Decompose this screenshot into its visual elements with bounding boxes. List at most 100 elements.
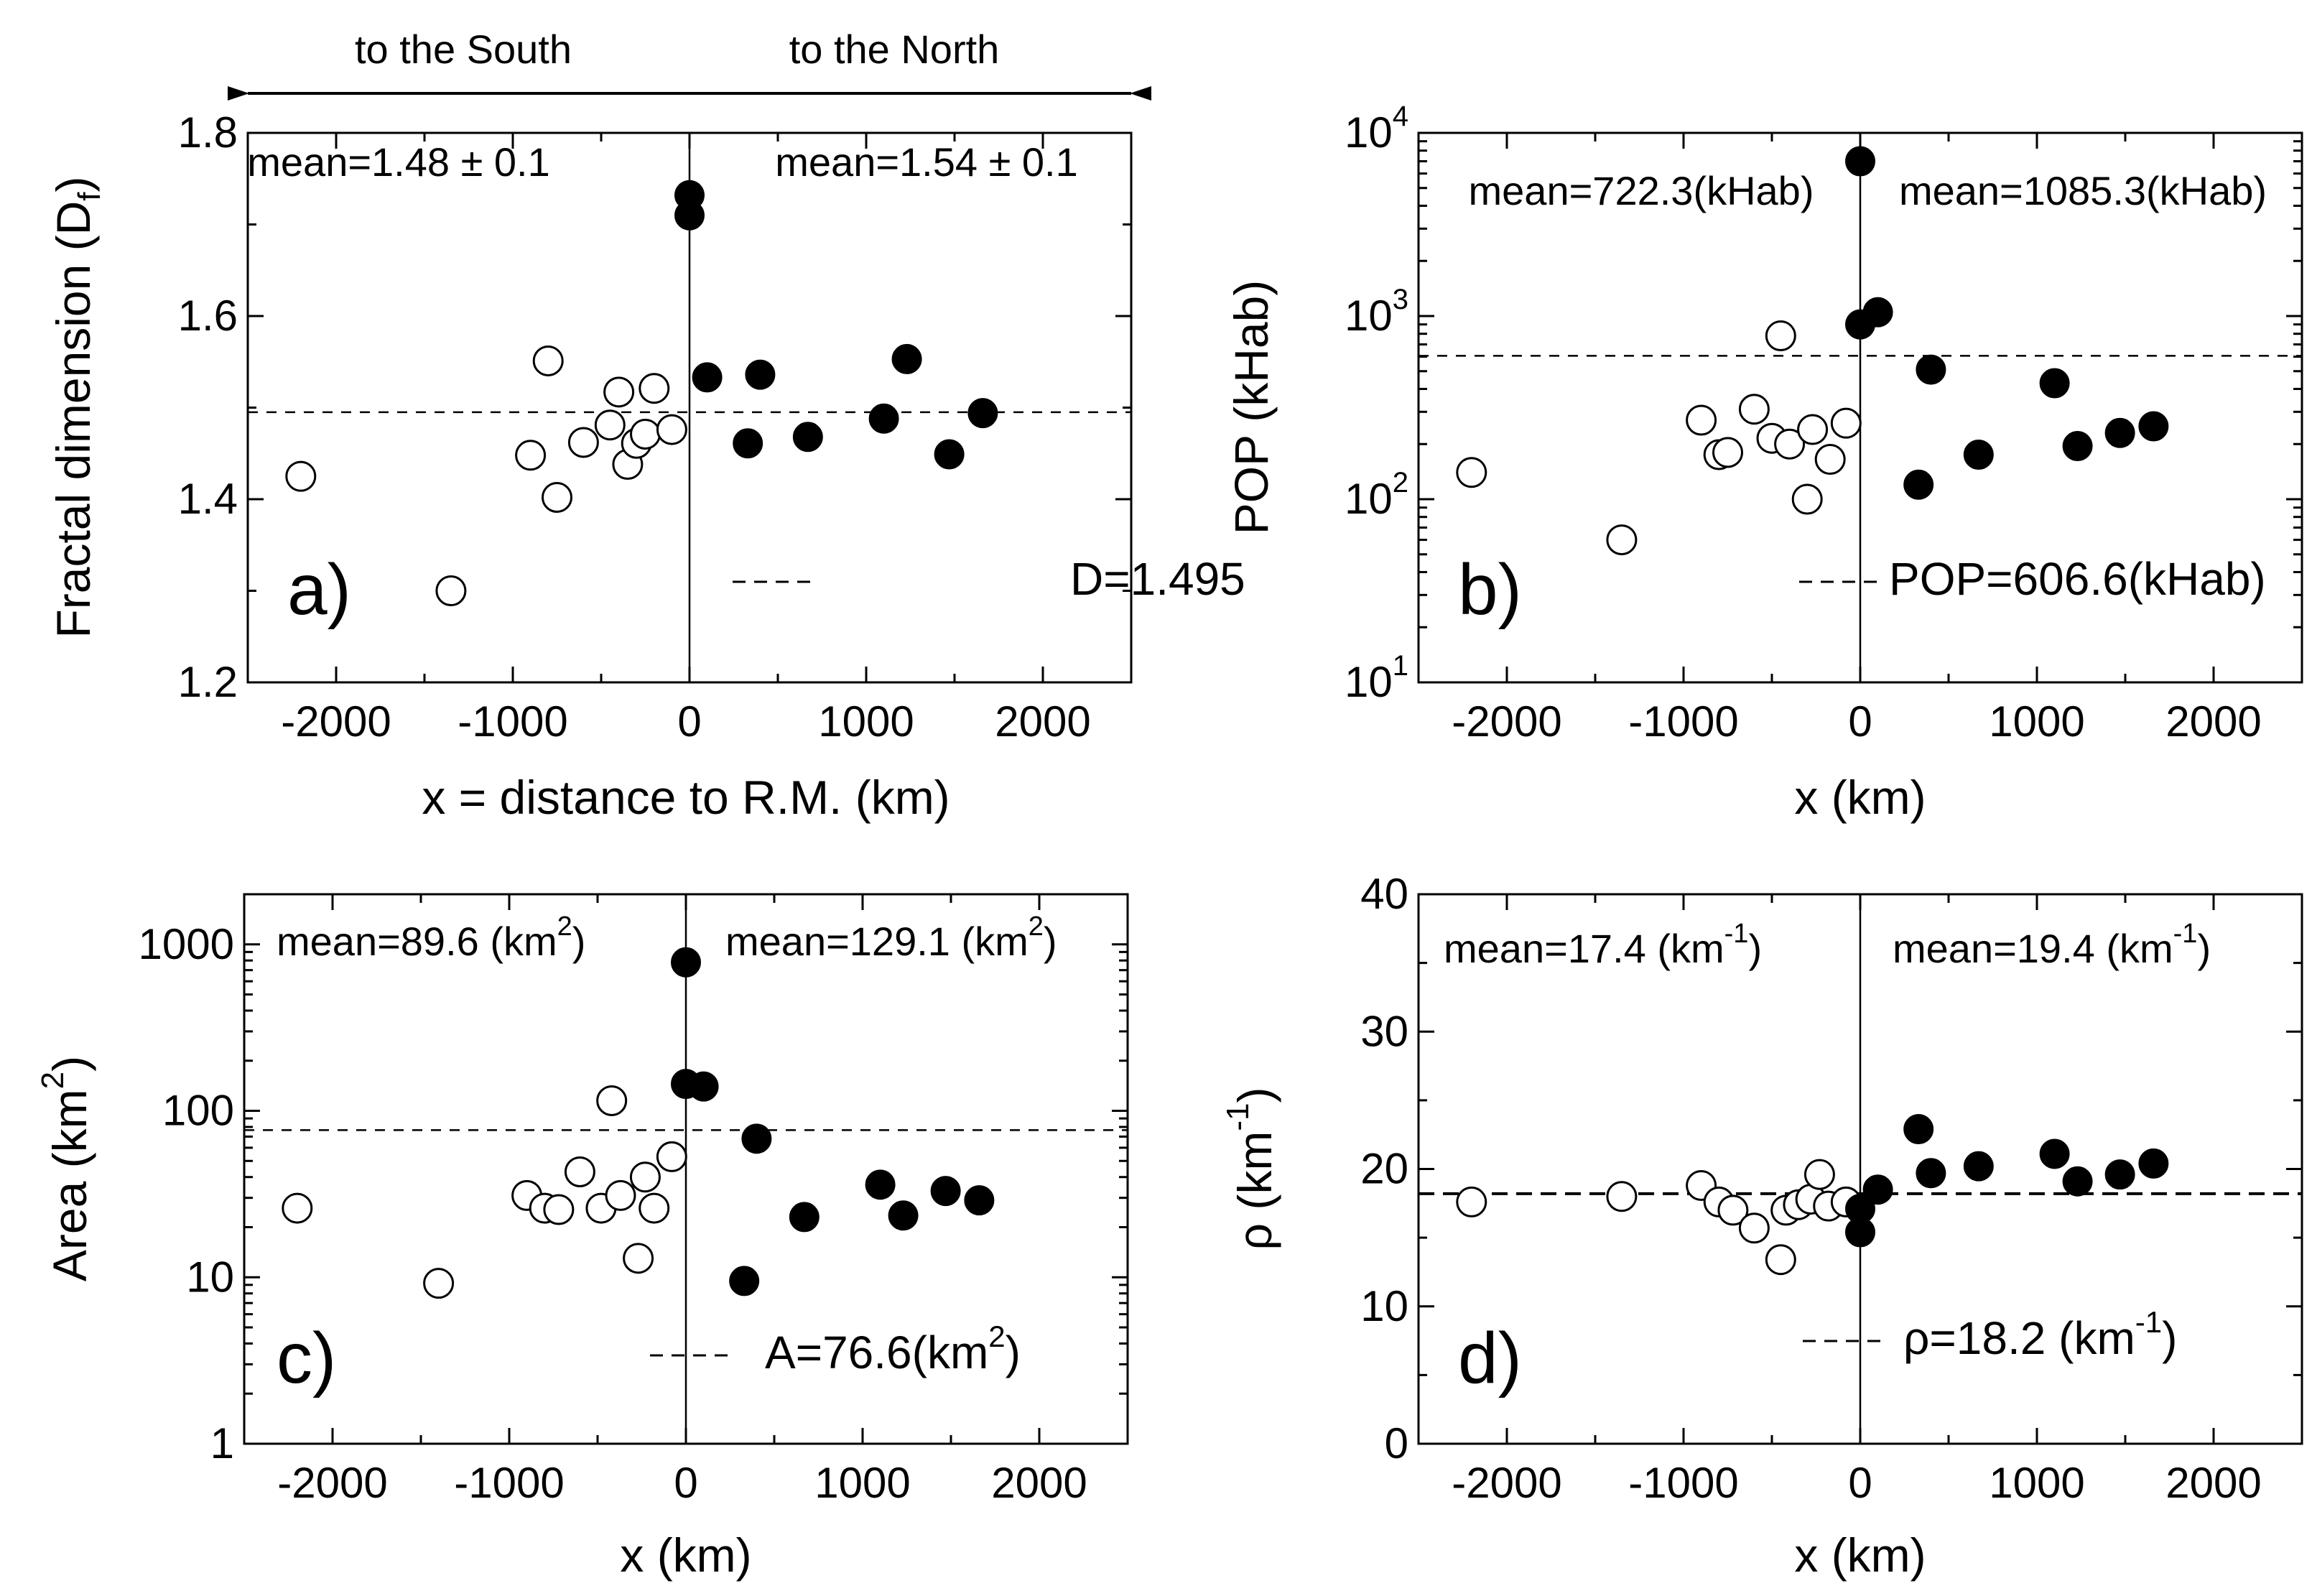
y-tick-label: 1: [210, 1419, 234, 1467]
south-data-point: [423, 1268, 455, 1299]
y-tick-label: 30: [1360, 1007, 1408, 1055]
north-data-point: [1916, 1158, 1946, 1189]
y-axis-title-sup: 2: [35, 1072, 70, 1089]
y-tick-label-base: 10: [1345, 292, 1393, 340]
y-tick-label: 1.2: [178, 658, 238, 706]
x-axis-ticks: -2000 -1000 0 1000 2000: [1417, 894, 2303, 1507]
y-axis-title-sub: f: [72, 192, 107, 201]
north-data-point: [1845, 1193, 1875, 1224]
x-tick-label: 2000: [991, 1459, 1087, 1507]
reference-label-close: ): [2162, 1312, 2177, 1364]
x-axis-title: x (km): [620, 1528, 751, 1582]
y-axis-title-text: Fractal dimension (D: [47, 201, 100, 639]
series-north: [1845, 1114, 2169, 1248]
south-data-point: [532, 345, 564, 376]
north-data-point: [1862, 1174, 1893, 1205]
series-south: [1456, 320, 1862, 556]
y-tick-label: 10: [1360, 1282, 1408, 1330]
south-data-point: [639, 373, 670, 404]
south-label: to the South: [355, 27, 572, 72]
south-data-point: [1797, 414, 1829, 445]
y-axis-ticks: 1.2 1.4 1.6 1.8: [178, 108, 1131, 706]
south-data-point: [603, 376, 635, 408]
mean-right-text: mean=1.54 ± 0.1: [775, 139, 1077, 185]
north-data-point: [964, 1185, 995, 1216]
north-data-point: [868, 403, 899, 434]
y-axis-title-text: POP (kHab): [1225, 280, 1278, 535]
south-data-point: [543, 1194, 575, 1225]
south-data-point: [1686, 404, 1717, 436]
x-tick-label: -1000: [454, 1459, 564, 1507]
mean-left-sup: -1: [1724, 919, 1749, 949]
south-data-point: [629, 1161, 661, 1193]
y-axis-title-close: ): [47, 176, 100, 192]
south-data-point: [567, 427, 599, 458]
x-axis-ticks: -2000 -1000 0 1000 2000: [246, 133, 1133, 746]
north-data-point: [2138, 1148, 2169, 1179]
north-data-point: [792, 422, 823, 453]
mean-right-close: ): [2197, 926, 2211, 971]
south-data-point: [1456, 457, 1487, 488]
y-tick-label: 40: [1360, 870, 1408, 918]
north-data-point: [888, 1200, 919, 1231]
x-tick-label: 2000: [2165, 1459, 2261, 1507]
reference-label-close: ): [1006, 1327, 1021, 1378]
south-data-point: [282, 1192, 313, 1224]
reference-label: POP=606.6(kHab): [1889, 553, 2266, 605]
y-tick-label: 0: [1385, 1419, 1408, 1467]
x-tick-label: 0: [674, 1459, 697, 1507]
south-data-point: [1717, 1194, 1749, 1226]
south-data-point: [656, 1141, 687, 1172]
y-tick-label: 104: [1345, 101, 1408, 157]
mean-left-label: mean=1.48 ± 0.1: [247, 139, 549, 185]
south-data-point: [639, 1192, 670, 1224]
reference-label-text: D=1.495: [1070, 553, 1245, 605]
north-data-point: [865, 1169, 896, 1200]
north-data-point: [671, 947, 701, 978]
mean-right-sup: 2: [1029, 911, 1044, 942]
y-tick-label: 1.6: [178, 292, 238, 340]
series-south: [285, 345, 687, 606]
y-tick-label: 1000: [139, 920, 234, 968]
y-axis-title-text: ρ (km: [1228, 1131, 1281, 1251]
y-tick-label-exponent: 3: [1393, 284, 1408, 315]
y-axis-ticks: 1 10 100 1000: [139, 920, 1128, 1467]
x-tick-label: -1000: [458, 697, 567, 746]
mean-left-sup: 2: [557, 911, 572, 942]
series-south: [282, 1085, 687, 1299]
north-data-point: [733, 428, 763, 459]
south-data-point: [623, 1243, 654, 1274]
series-south: [1456, 1159, 1862, 1276]
north-data-point: [967, 398, 998, 429]
south-data-point: [596, 1085, 628, 1116]
direction-header: to the South to the North: [228, 27, 1151, 101]
reference-label: ρ=18.2 (km-1): [1903, 1305, 2177, 1364]
reference-label-sup: -1: [2135, 1305, 2162, 1339]
y-axis-title-close: ): [1228, 1087, 1281, 1103]
y-tick-label: 1.4: [178, 475, 238, 523]
x-tick-label: -2000: [281, 697, 391, 746]
reference-label-text: A=76.6(km: [765, 1327, 988, 1378]
x-tick-label: -2000: [1452, 1459, 1561, 1507]
north-data-point: [891, 343, 922, 374]
north-data-point: [692, 362, 723, 393]
mean-right-label: mean=19.4 (km-1): [1893, 919, 2211, 971]
south-data-point: [605, 1179, 636, 1211]
north-data-point: [1845, 146, 1875, 177]
reference-label-sup: 2: [988, 1319, 1005, 1353]
south-data-point: [656, 414, 687, 445]
north-data-point: [930, 1176, 961, 1207]
x-axis-title: x = distance to R.M. (km): [422, 771, 950, 824]
mean-right-text: mean=129.1 (km: [725, 919, 1029, 964]
series-north: [1845, 146, 2169, 500]
x-tick-label: 2000: [2165, 697, 2261, 746]
mean-right-close: ): [1044, 919, 1057, 964]
mean-right-sup: -1: [2173, 919, 2198, 949]
series-north: [671, 947, 995, 1296]
panel-label: b): [1458, 549, 1522, 630]
mean-left-text: mean=1.48 ± 0.1: [247, 139, 549, 185]
north-data-point: [934, 439, 965, 470]
